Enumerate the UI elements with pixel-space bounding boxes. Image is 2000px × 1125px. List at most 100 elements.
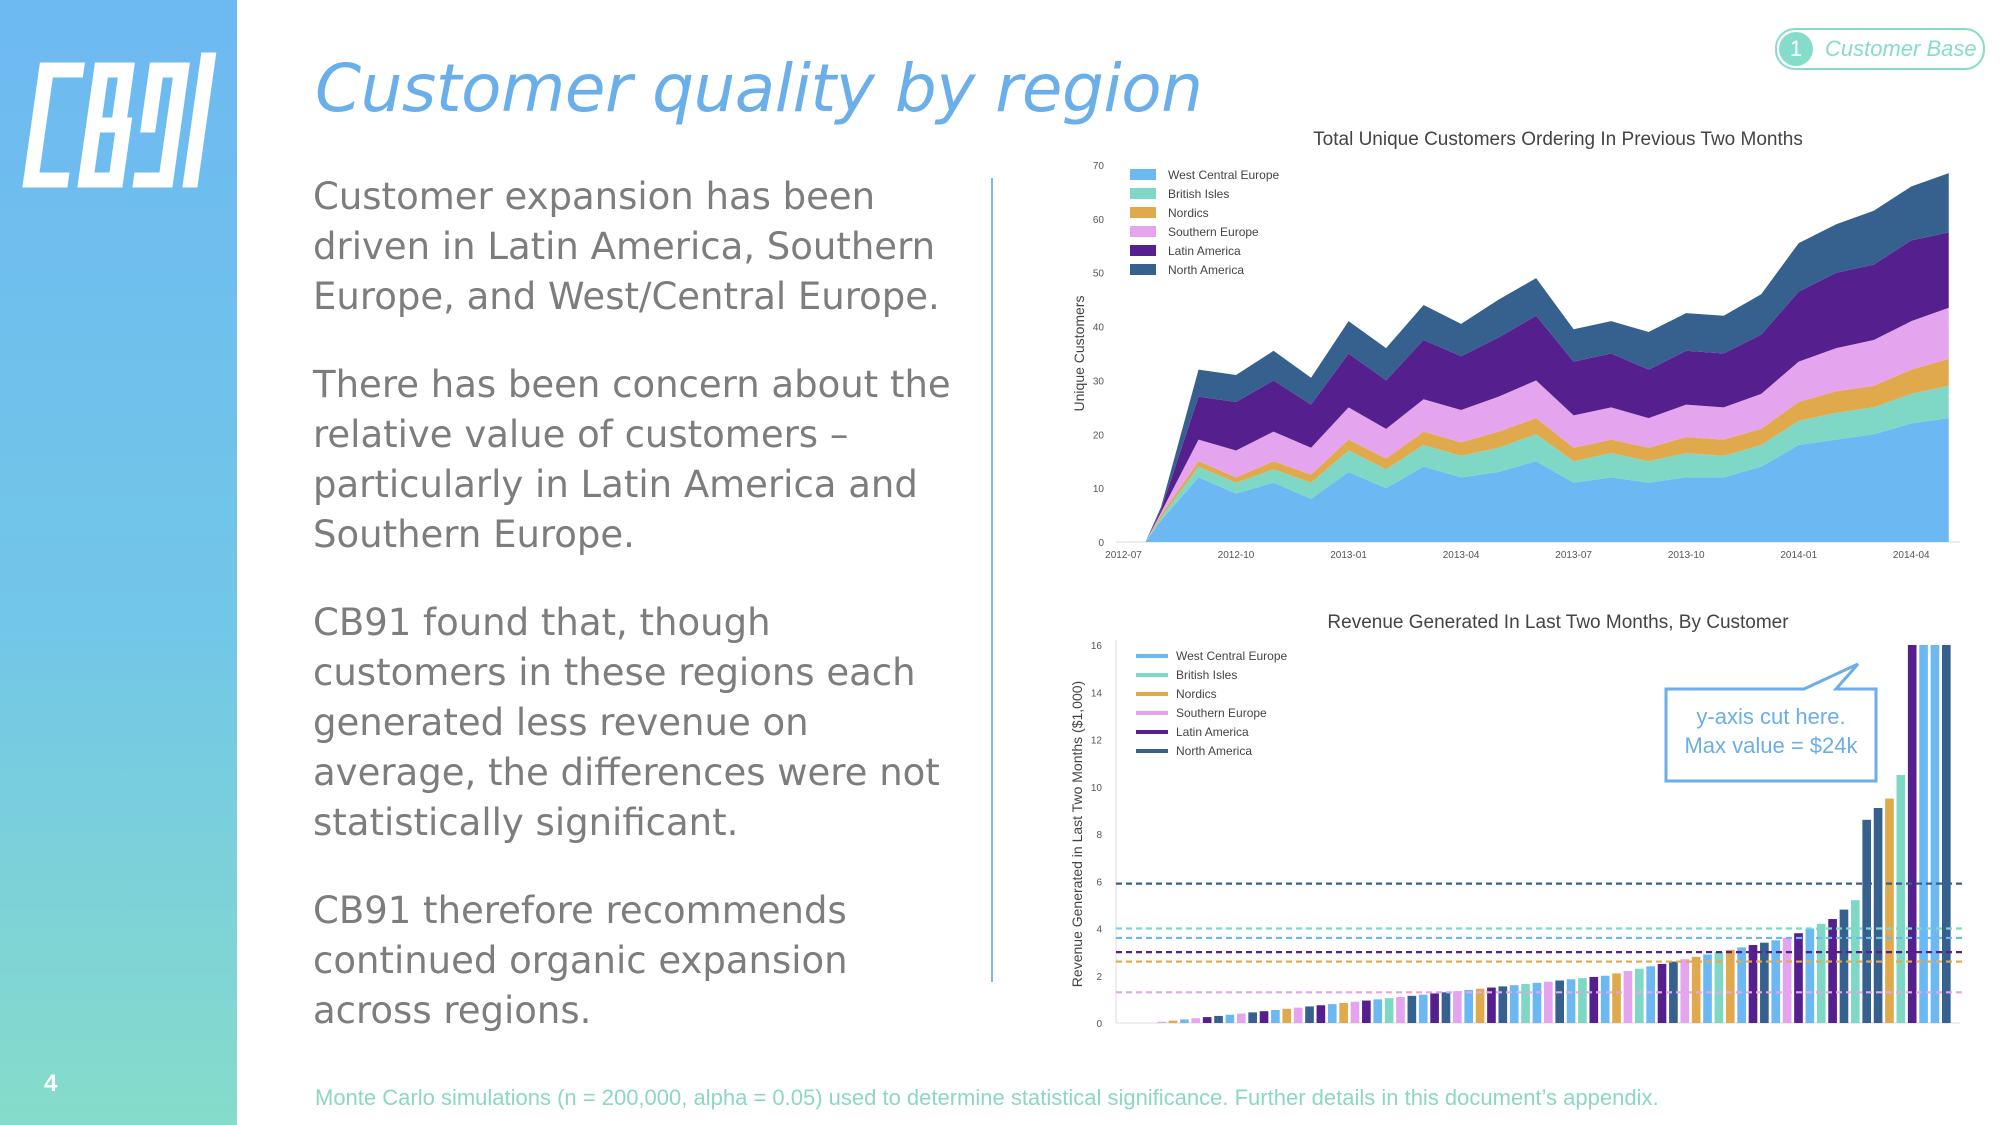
revenue-bar bbox=[1760, 942, 1769, 1023]
revenue-bar bbox=[1271, 1010, 1280, 1023]
revenue-bar bbox=[1805, 928, 1815, 1023]
legend-swatch bbox=[1130, 169, 1156, 180]
revenue-bar bbox=[1225, 1014, 1235, 1023]
revenue-bar bbox=[1566, 979, 1576, 1023]
revenue-bar bbox=[1771, 940, 1781, 1023]
vertical-divider bbox=[991, 178, 993, 982]
y-tick-label: 0 bbox=[1098, 538, 1104, 549]
legend-entry: British Isles bbox=[1176, 668, 1237, 682]
revenue-bar bbox=[1794, 933, 1803, 1023]
legend-entry: British Isles bbox=[1168, 187, 1229, 201]
revenue-bar bbox=[1327, 1004, 1337, 1023]
section-badge[interactable]: 1 Customer Base bbox=[1775, 28, 1985, 70]
badge-label: Customer Base bbox=[1825, 36, 1977, 61]
revenue-bar-chart: Revenue Generated In Last Two Months, By… bbox=[1058, 605, 1970, 1040]
revenue-bar bbox=[1862, 819, 1872, 1023]
revenue-bar bbox=[1407, 995, 1417, 1023]
legend-entry: Southern Europe bbox=[1168, 225, 1259, 239]
revenue-bar bbox=[1453, 991, 1462, 1023]
y-tick-label: 20 bbox=[1093, 430, 1105, 441]
revenue-bar bbox=[1828, 919, 1837, 1023]
paragraph-3: CB91 found that, though customers in the… bbox=[313, 601, 940, 844]
revenue-bar bbox=[1725, 949, 1735, 1023]
revenue-bar bbox=[1691, 956, 1701, 1023]
paragraph-4: CB91 therefore recommends continued orga… bbox=[313, 889, 848, 1032]
revenue-bar bbox=[1236, 1013, 1246, 1023]
x-tick-label: 2012-10 bbox=[1218, 550, 1255, 561]
revenue-bar bbox=[1646, 966, 1655, 1023]
callout-text: y-axis cut here. bbox=[1696, 704, 1845, 729]
revenue-bar bbox=[1521, 984, 1530, 1023]
revenue-bar bbox=[1612, 973, 1621, 1023]
revenue-bar bbox=[1157, 1021, 1167, 1023]
revenue-bar bbox=[1293, 1007, 1303, 1023]
y-tick-label: 70 bbox=[1093, 161, 1105, 172]
revenue-bar bbox=[1714, 952, 1724, 1023]
legend-entry: West Central Europe bbox=[1176, 649, 1287, 663]
revenue-bar bbox=[1634, 968, 1644, 1023]
revenue-bar bbox=[1487, 987, 1496, 1023]
revenue-bar bbox=[1430, 993, 1439, 1023]
x-tick-label: 2014-04 bbox=[1893, 550, 1930, 561]
revenue-bar bbox=[1339, 1002, 1348, 1023]
y-axis-label: Unique Customers bbox=[1071, 296, 1087, 412]
legend-entry: Latin America bbox=[1176, 725, 1249, 739]
revenue-bar bbox=[1259, 1011, 1269, 1023]
area-series bbox=[1145, 385, 1949, 542]
y-tick-label: 12 bbox=[1091, 736, 1103, 747]
revenue-bar bbox=[1464, 989, 1474, 1023]
revenue-bar bbox=[1350, 1001, 1360, 1023]
y-tick-label: 30 bbox=[1093, 376, 1105, 387]
revenue-bar bbox=[1305, 1006, 1314, 1023]
y-tick-label: 16 bbox=[1091, 641, 1103, 652]
revenue-bar bbox=[1168, 1020, 1178, 1023]
y-tick-label: 60 bbox=[1093, 215, 1105, 226]
revenue-bar bbox=[1896, 774, 1906, 1023]
y-tick-label: 0 bbox=[1096, 1019, 1102, 1030]
revenue-bar bbox=[1384, 998, 1394, 1023]
y-tick-label: 40 bbox=[1093, 323, 1105, 334]
legend-entry: Southern Europe bbox=[1176, 706, 1267, 720]
x-tick-label: 2013-10 bbox=[1668, 550, 1705, 561]
revenue-bar bbox=[1703, 954, 1712, 1023]
revenue-bar bbox=[1669, 961, 1678, 1023]
y-tick-label: 4 bbox=[1096, 925, 1102, 936]
chart-title: Total Unique Customers Ordering In Previ… bbox=[1313, 129, 1803, 150]
revenue-bar bbox=[1441, 992, 1451, 1023]
y-tick-label: 10 bbox=[1091, 783, 1103, 794]
revenue-bar bbox=[1600, 975, 1610, 1023]
y-tick-label: 10 bbox=[1093, 484, 1105, 495]
revenue-bar bbox=[1373, 999, 1383, 1023]
x-tick-label: 2014-01 bbox=[1780, 550, 1817, 561]
x-tick-label: 2013-04 bbox=[1443, 550, 1480, 561]
revenue-bar bbox=[1578, 978, 1587, 1023]
revenue-bar bbox=[1282, 1008, 1292, 1023]
chart-title: Revenue Generated In Last Two Months, By… bbox=[1327, 612, 1789, 633]
revenue-bar bbox=[1362, 1000, 1371, 1023]
legend-entry: Nordics bbox=[1176, 687, 1217, 701]
revenue-bar bbox=[1532, 982, 1542, 1023]
revenue-bar bbox=[1214, 1015, 1223, 1023]
revenue-bar bbox=[1885, 798, 1894, 1023]
revenue-bar bbox=[1509, 985, 1519, 1023]
body-text: Customer expansion has been driven in La… bbox=[313, 172, 973, 1074]
legend-entry: Latin America bbox=[1168, 244, 1241, 258]
legend-swatch bbox=[1130, 207, 1156, 218]
legend-entry: West Central Europe bbox=[1168, 168, 1279, 182]
legend-swatch bbox=[1130, 226, 1156, 237]
revenue-bar bbox=[1623, 971, 1633, 1023]
y-tick-label: 8 bbox=[1096, 830, 1102, 841]
revenue-bar bbox=[1180, 1019, 1189, 1023]
y-tick-label: 6 bbox=[1096, 877, 1102, 888]
footnote: Monte Carlo simulations (n = 200,000, al… bbox=[315, 1085, 1659, 1110]
revenue-bar bbox=[1919, 645, 1928, 1023]
page-number: 4 bbox=[44, 1070, 58, 1097]
area-chart-svg: Total Unique Customers Ordering In Previ… bbox=[1071, 129, 1960, 561]
revenue-bar bbox=[1316, 1005, 1326, 1023]
area-series bbox=[1145, 418, 1949, 542]
bar-chart-svg: Revenue Generated In Last Two Months, By… bbox=[1069, 612, 1962, 1030]
revenue-bar bbox=[1555, 980, 1565, 1023]
x-tick-label: 2013-07 bbox=[1555, 550, 1592, 561]
callout-box bbox=[1664, 662, 1878, 783]
revenue-bar bbox=[1498, 986, 1508, 1023]
